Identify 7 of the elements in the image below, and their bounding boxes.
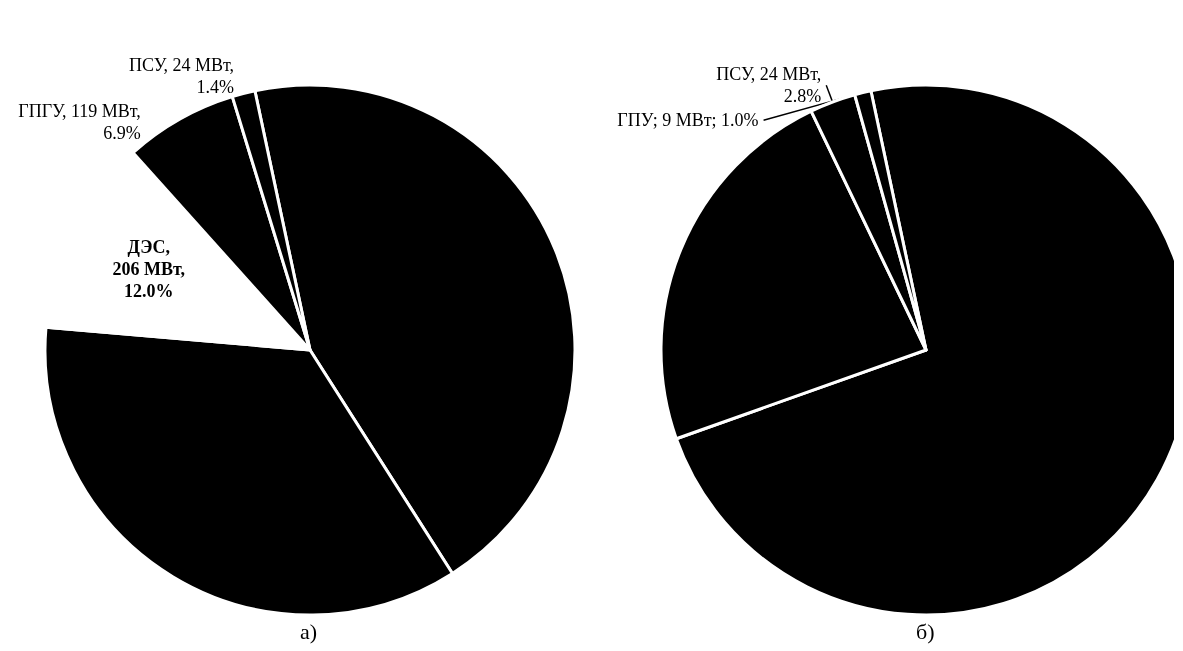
- slice-label: ГПУ; 9 МВт; 1.0%: [617, 110, 759, 131]
- text: а): [300, 618, 318, 644]
- slice-label: ПСУ, 24 МВт, 2.8%: [716, 64, 822, 107]
- slice-label: ПСУ, 24 МВт, 1.4%: [128, 55, 235, 98]
- slice-label: ГПГУ, 119 МВт, 6.9%: [18, 101, 141, 144]
- slice-label: ДЭС, 206 МВт, 12.0%: [112, 237, 185, 302]
- text: б): [916, 618, 935, 644]
